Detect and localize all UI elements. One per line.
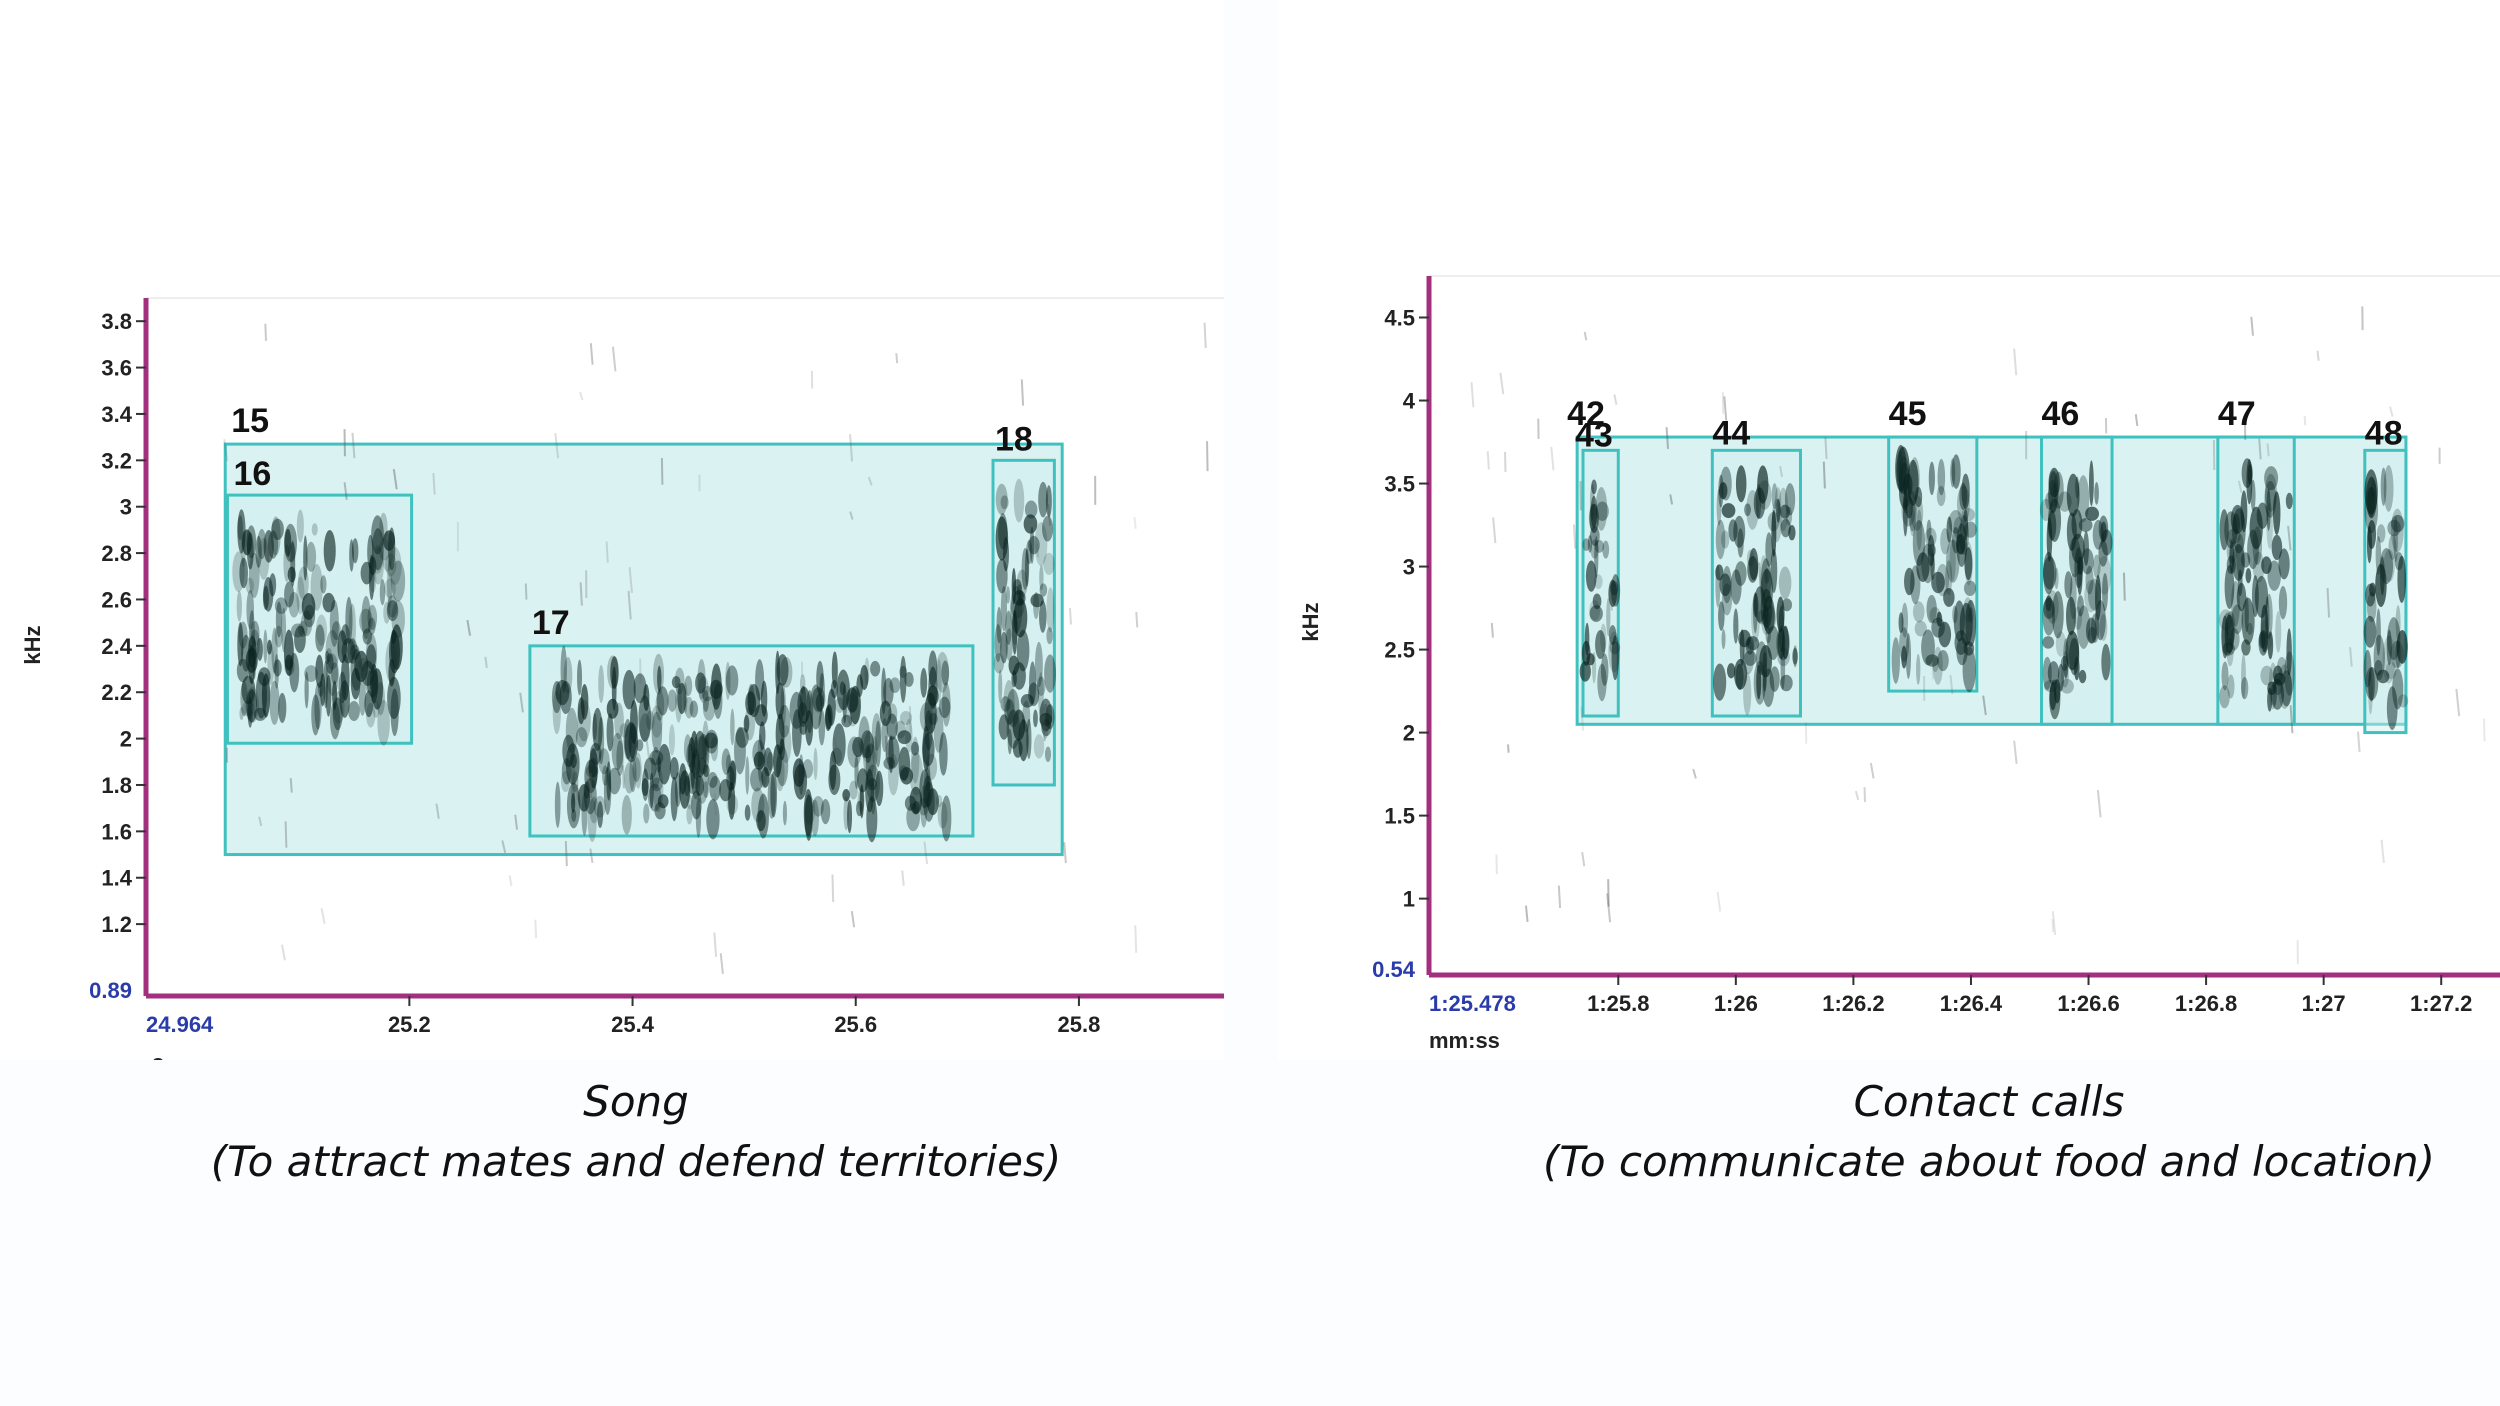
song-y-tick-label: 1.6 (101, 819, 132, 844)
calls-y-tick-label: 2.5 (1384, 638, 1415, 663)
calls-y-tick-label: 1.5 (1384, 804, 1415, 829)
song-spectrogram-chart: 15 16 17 18 1.2 1.4 1.6 1.8 2 2.2 2.4 2.6 2.8 3 3.2 3.4… (20, 297, 1224, 1060)
song-y-tick-label: 1.2 (101, 912, 132, 937)
song-x-tick-label: 25.4 (611, 1012, 655, 1037)
calls-y-tick-label: 2 (1403, 721, 1415, 746)
calls-y-axis-title: kHz (1298, 602, 1323, 641)
song-spectrogram-energy (223, 322, 1209, 974)
song-y-tick-label: 1.8 (101, 773, 132, 798)
calls-selection-label-43: 43 (1575, 416, 1613, 454)
calls-x-tick-label: 1:26.6 (2057, 991, 2119, 1016)
calls-spectrogram-energy (1470, 306, 2486, 965)
calls-x-axis-title: mm:ss (1429, 1028, 1500, 1053)
calls-selection-label-42: 42 (1567, 395, 1605, 433)
song-y-tick-label: 2.6 (101, 587, 132, 612)
song-caption-title: Song (583, 1077, 689, 1126)
contact-calls-caption-title: Contact calls (1853, 1077, 2125, 1126)
song-selection-label-16: 16 (233, 455, 271, 493)
song-selection-label-17: 17 (532, 604, 570, 642)
calls-x-tick-label: 1:26 (1714, 991, 1758, 1016)
song-y-tick-label: 2.2 (101, 680, 132, 705)
calls-x-tick-label: 1:26.8 (2175, 991, 2237, 1016)
calls-x-tick-label: 1:27 (2302, 991, 2346, 1016)
song-x-tick-label: 25.8 (1058, 1012, 1101, 1037)
song-caption: Song (To attract mates and defend territ… (24, 1072, 1248, 1192)
calls-y-tick-label: 1 (1403, 887, 1415, 912)
calls-selection-box-42 (1575, 435, 2408, 726)
contact-calls-caption-subtitle: (To communicate about food and location) (1542, 1137, 2436, 1186)
song-x-tick-label: 25.6 (834, 1012, 877, 1037)
song-y-tick-label: 3.4 (101, 402, 132, 427)
calls-x-tick-label: 1:26.4 (1940, 991, 2003, 1016)
song-selection-label-15: 15 (231, 402, 269, 440)
song-y-tick-label: 3 (120, 495, 132, 520)
calls-selection-label-47: 47 (2218, 395, 2256, 433)
calls-selection-label-44: 44 (1712, 414, 1750, 452)
song-y-tick-label: 2 (120, 727, 132, 752)
song-y-axis-title: kHz (20, 625, 45, 664)
calls-y-tick-label: 4.5 (1384, 306, 1415, 331)
calls-selection-label-48: 48 (2365, 414, 2403, 452)
song-y-start-label: 0.89 (89, 978, 132, 1003)
contact-calls-caption: Contact calls (To communicate about food… (1374, 1072, 2500, 1192)
calls-selection-label-46: 46 (2042, 395, 2080, 433)
song-y-tick-label: 3.2 (101, 448, 132, 473)
song-y-tick-label: 1.4 (101, 866, 132, 891)
calls-y-tick-label: 3 (1403, 555, 1415, 580)
song-caption-subtitle: (To attract mates and defend territories… (210, 1137, 1062, 1186)
song-x-start-label: 24.964 (146, 1012, 214, 1037)
calls-selection-label-45: 45 (1889, 395, 1927, 433)
contact-calls-spectrogram-panel: 42 43 44 45 46 47 48 1 1.5 2 2.5 3 3.5 4 4.5 0.54 1:25.8… (1278, 0, 2500, 1060)
song-x-tick-label: 25.2 (388, 1012, 431, 1037)
calls-x-tick-label: 1:25.8 (1587, 991, 1649, 1016)
song-y-tick-label: 2.4 (101, 634, 132, 659)
song-y-tick-label: 3.8 (101, 309, 132, 334)
song-x-axis-title: s (152, 1050, 164, 1060)
calls-x-start-label: 1:25.478 (1429, 991, 1516, 1016)
song-spectrogram-panel: 15 16 17 18 1.2 1.4 1.6 1.8 2 2.2 2.4 2.6 2.8 3 3.2 3.4… (0, 0, 1224, 1060)
song-y-tick-label: 2.8 (101, 541, 132, 566)
song-y-tick-label: 3.6 (101, 356, 132, 381)
calls-x-tick-label: 1:26.2 (1822, 991, 1884, 1016)
calls-x-tick-label: 1:27.2 (2410, 991, 2472, 1016)
calls-y-tick-label: 4 (1403, 389, 1416, 414)
calls-y-tick-label: 3.5 (1384, 472, 1415, 497)
calls-y-start-label: 0.54 (1372, 957, 1416, 982)
song-selection-label-18: 18 (995, 420, 1033, 458)
